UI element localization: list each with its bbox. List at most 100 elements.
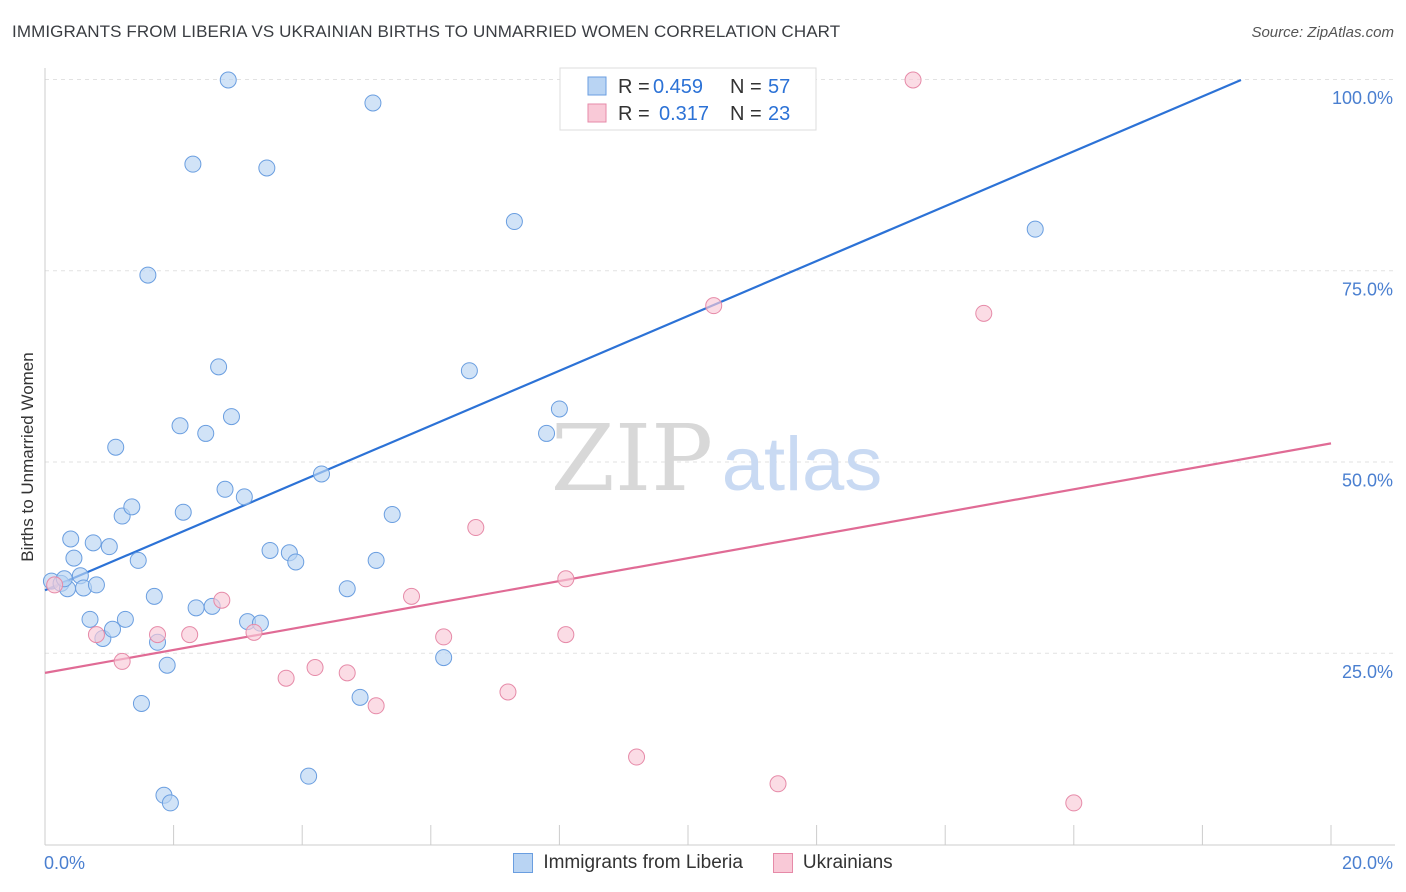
point-blue-18 [129,551,147,569]
y-tick-label-0: 25.0% [1342,662,1393,682]
legend-n-value-2: 23 [768,103,790,125]
point-pink-2 [113,652,131,670]
point-blue-45 [338,580,356,598]
legend-r-value-1: 0.459 [653,76,703,98]
point-blue-52 [505,213,523,231]
point-pink-0 [46,576,64,594]
point-blue-29 [187,599,205,617]
x-tick-label-1: 20.0% [1342,853,1393,873]
point-blue-8 [81,610,99,628]
point-blue-42 [287,553,305,571]
point-blue-17 [123,498,141,516]
point-blue-46 [351,688,369,706]
point-blue-43 [300,767,318,785]
legend-n-value-1: 57 [768,76,790,98]
point-blue-30 [197,424,215,442]
point-blue-5 [65,549,83,567]
data-points [42,71,1083,812]
point-blue-33 [216,480,234,498]
legend-swatch-ukrainians [772,853,793,873]
point-blue-40 [261,541,279,559]
point-blue-14 [107,438,125,456]
point-blue-19 [132,694,150,712]
point-pink-10 [367,697,385,715]
point-pink-20 [904,71,922,89]
point-blue-47 [364,94,382,112]
bottom-legend: Immigrants from Liberia Ukrainians [0,852,1406,874]
point-blue-12 [100,538,118,556]
legend-r-label-1: R = [618,76,650,98]
point-blue-20 [139,266,157,284]
legend-label-liberia: Immigrants from Liberia [543,852,743,873]
legend-item-ukrainians: Ukrainians [772,852,893,874]
legend-r-value-2: 0.317 [659,103,709,125]
trendline-blue [44,78,1242,592]
y-tick-label-2: 75.0% [1342,279,1393,299]
point-blue-24 [158,656,176,674]
axes [44,68,1395,846]
point-pink-13 [467,519,485,537]
point-blue-54 [550,400,568,418]
point-pink-18 [705,297,723,315]
point-pink-1 [87,626,105,644]
source-credit: Source: ZipAtlas.com [1251,24,1394,41]
point-blue-35 [222,408,240,426]
legend-n-label-1: N = [730,76,762,98]
point-pink-16 [557,626,575,644]
point-pink-9 [338,664,356,682]
point-pink-21 [975,304,993,322]
point-blue-32 [210,358,228,376]
point-blue-25 [161,794,179,812]
point-blue-4 [62,530,80,548]
point-blue-9 [84,534,102,552]
legend-item-liberia: Immigrants from Liberia [513,852,743,874]
point-blue-34 [219,71,237,89]
point-pink-4 [181,626,199,644]
legend-r-label-2: R = [618,103,650,125]
point-blue-44 [312,465,330,483]
y-tick-label-1: 50.0% [1342,471,1393,491]
legend-swatch-liberia [513,853,534,873]
point-blue-13 [104,620,122,638]
x-tick-label-0: 0.0% [44,853,85,873]
point-pink-22 [1065,794,1083,812]
legend-swatch-blue [587,76,607,96]
legend: R = 0.459 N = 57 R = 0.317 N = 23 [559,67,817,131]
trendlines [44,78,1332,674]
point-blue-48 [367,551,385,569]
legend-swatch-pink [587,103,607,123]
y-axis-label: Births to Unmarried Women [18,352,37,561]
point-blue-39 [258,159,276,177]
point-blue-16 [116,610,134,628]
legend-label-ukrainians: Ukrainians [802,852,893,873]
point-pink-17 [628,748,646,766]
chart-title: IMMIGRANTS FROM LIBERIA VS UKRAINIAN BIR… [12,22,841,41]
point-pink-11 [403,587,421,605]
x-tick-labels: 0.0% 20.0% [44,853,1393,873]
point-blue-50 [435,649,453,667]
watermark-atlas: atlas [722,422,883,507]
point-blue-56 [1026,220,1044,238]
point-blue-10 [87,576,105,594]
watermark: ZIP atlas [551,405,882,512]
point-blue-53 [538,424,556,442]
watermark-zip: ZIP [551,405,713,512]
point-blue-21 [145,587,163,605]
point-blue-26 [171,417,189,435]
point-pink-15 [557,570,575,588]
y-tick-label-3: 100.0% [1332,88,1393,108]
point-pink-3 [149,626,167,644]
legend-n-label-2: N = [730,103,762,125]
point-blue-27 [174,503,192,521]
point-pink-5 [213,591,231,609]
point-pink-12 [435,628,453,646]
point-pink-7 [277,669,295,687]
gridlines [45,79,1395,654]
point-blue-28 [184,155,202,173]
point-pink-14 [499,683,517,701]
point-pink-19 [769,775,787,793]
point-pink-6 [245,623,263,641]
y-tick-labels: 25.0% 50.0% 75.0% 100.0% [1332,88,1393,682]
point-pink-8 [306,659,324,677]
